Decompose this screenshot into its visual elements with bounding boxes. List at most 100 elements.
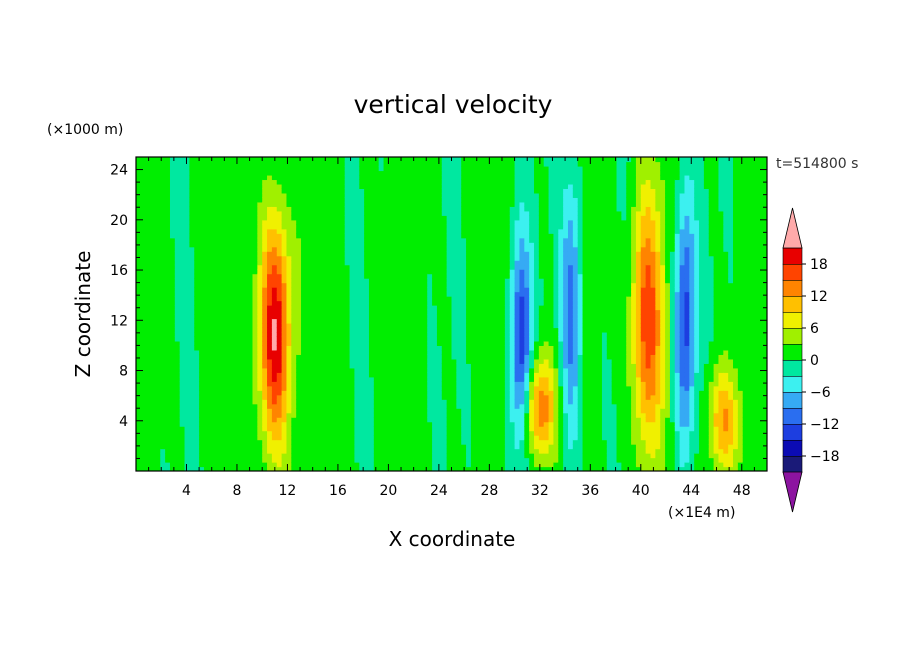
- heatmap-cell: [368, 336, 375, 342]
- heatmap-cell: [136, 287, 142, 293]
- heatmap-cell: [456, 210, 462, 216]
- heatmap-cell: [213, 305, 220, 311]
- heatmap-cell: [160, 376, 166, 382]
- heatmap-cell: [383, 322, 389, 329]
- heatmap-cell: [301, 340, 307, 346]
- heatmap-cell: [320, 399, 326, 405]
- heatmap-cell: [388, 394, 394, 400]
- heatmap-cell: [422, 354, 428, 360]
- heatmap-cell: [155, 305, 161, 311]
- heatmap-cell: [335, 296, 341, 302]
- heatmap-cell: [407, 385, 414, 391]
- heatmap-cell: [407, 430, 414, 436]
- heatmap-cell: [320, 363, 326, 369]
- heatmap-cell: [237, 327, 244, 333]
- heatmap-cell: [320, 412, 326, 418]
- heatmap-cell: [388, 210, 394, 216]
- heatmap-cell: [373, 215, 380, 221]
- heatmap-cell: [140, 233, 147, 239]
- heatmap-cell: [267, 251, 273, 257]
- heatmap-cell: [422, 282, 428, 288]
- heatmap-cell: [145, 376, 152, 382]
- heatmap-cell: [417, 300, 423, 306]
- heatmap-cell: [145, 201, 152, 207]
- heatmap-cell: [344, 318, 351, 324]
- heatmap-cell: [436, 403, 443, 409]
- heatmap-cell: [378, 161, 385, 167]
- heatmap-cell: [339, 282, 346, 288]
- heatmap-cell: [184, 408, 190, 414]
- heatmap-cell: [339, 430, 346, 436]
- heatmap-cell: [194, 390, 200, 396]
- heatmap-cell: [281, 331, 288, 338]
- heatmap-cell: [267, 385, 273, 391]
- heatmap-cell: [140, 197, 147, 203]
- heatmap-cell: [388, 233, 394, 239]
- heatmap-cell: [335, 372, 341, 378]
- heatmap-cell: [412, 174, 419, 181]
- heatmap-cell: [373, 305, 380, 311]
- heatmap-cell: [291, 300, 297, 306]
- heatmap-cell: [412, 287, 419, 293]
- heatmap-cell: [417, 466, 423, 471]
- heatmap-cell: [315, 273, 322, 279]
- heatmap-cell: [422, 291, 428, 297]
- heatmap-cell: [203, 372, 210, 378]
- heatmap-cell: [320, 309, 326, 315]
- heatmap-cell: [310, 430, 317, 436]
- heatmap-cell: [475, 367, 482, 373]
- heatmap-cell: [373, 399, 380, 405]
- heatmap-cell: [422, 349, 428, 355]
- heatmap-cell: [213, 183, 220, 189]
- heatmap-cell: [456, 462, 462, 468]
- heatmap-cell: [339, 354, 346, 360]
- heatmap-cell: [412, 439, 419, 445]
- heatmap-cell: [432, 300, 438, 306]
- heatmap-cell: [412, 233, 419, 239]
- heatmap-cell: [276, 287, 283, 293]
- heatmap-cell: [393, 237, 399, 243]
- heatmap-cell: [339, 314, 346, 320]
- heatmap-cell: [252, 278, 258, 284]
- heatmap-cell: [189, 340, 195, 346]
- heatmap-cell: [179, 278, 186, 284]
- heatmap-cell: [417, 157, 423, 163]
- heatmap-cell: [233, 318, 239, 324]
- heatmap-cell: [466, 188, 472, 194]
- heatmap-cell: [136, 197, 142, 203]
- heatmap-cell: [364, 287, 370, 293]
- heatmap-cell: [330, 197, 336, 203]
- heatmap-cell: [286, 403, 292, 409]
- heatmap-cell: [378, 264, 385, 270]
- heatmap-cell: [223, 269, 229, 275]
- heatmap-cell: [349, 260, 356, 266]
- heatmap-cell: [466, 435, 472, 441]
- heatmap-cell: [461, 363, 467, 369]
- heatmap-cell: [291, 269, 297, 275]
- heatmap-cell: [354, 403, 360, 409]
- heatmap-cell: [320, 372, 326, 378]
- heatmap-cell: [456, 354, 462, 360]
- heatmap-cell: [402, 282, 409, 288]
- heatmap-cell: [136, 340, 142, 346]
- heatmap-cell: [140, 282, 147, 288]
- heatmap-cell: [218, 242, 224, 248]
- heatmap-cell: [252, 201, 258, 207]
- heatmap-cell: [140, 179, 147, 185]
- heatmap-cell: [354, 322, 360, 329]
- heatmap-cell: [155, 394, 161, 400]
- heatmap-cell: [179, 345, 186, 351]
- heatmap-cell: [189, 385, 195, 391]
- heatmap-cell: [480, 390, 487, 396]
- heatmap-cell: [339, 390, 346, 396]
- heatmap-cell: [383, 318, 389, 324]
- heatmap-cell: [451, 367, 457, 373]
- heatmap-cell: [305, 296, 312, 302]
- heatmap-cell: [354, 228, 360, 234]
- heatmap-cell: [150, 390, 157, 396]
- heatmap-cell: [422, 394, 428, 400]
- heatmap-cell: [335, 457, 341, 463]
- heatmap-cell: [208, 403, 215, 409]
- heatmap-cell: [262, 179, 268, 185]
- heatmap-cell: [436, 340, 443, 346]
